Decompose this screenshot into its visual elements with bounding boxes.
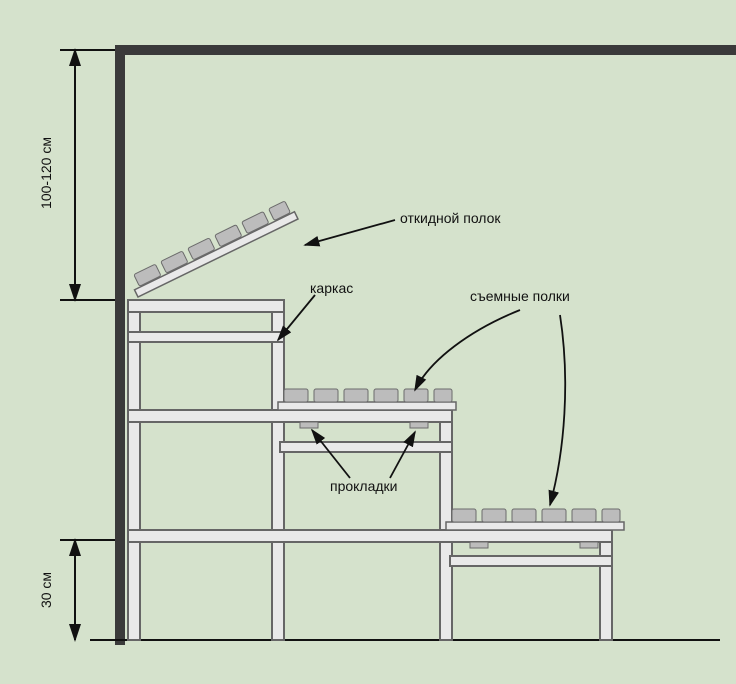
label-arrows [278, 220, 565, 505]
dim-label-top: 100-120 см [38, 137, 54, 209]
wall [115, 45, 736, 645]
diagram-canvas [0, 0, 736, 684]
label-spacers: прокладки [330, 478, 398, 494]
bench-frame [128, 300, 612, 640]
label-folding-shelf: откидной полок [400, 210, 501, 226]
folding-shelf [128, 199, 298, 297]
dim-label-bottom: 30 см [38, 572, 54, 608]
label-removable-shelves: съемные полки [470, 288, 570, 304]
label-frame: каркас [310, 280, 353, 296]
